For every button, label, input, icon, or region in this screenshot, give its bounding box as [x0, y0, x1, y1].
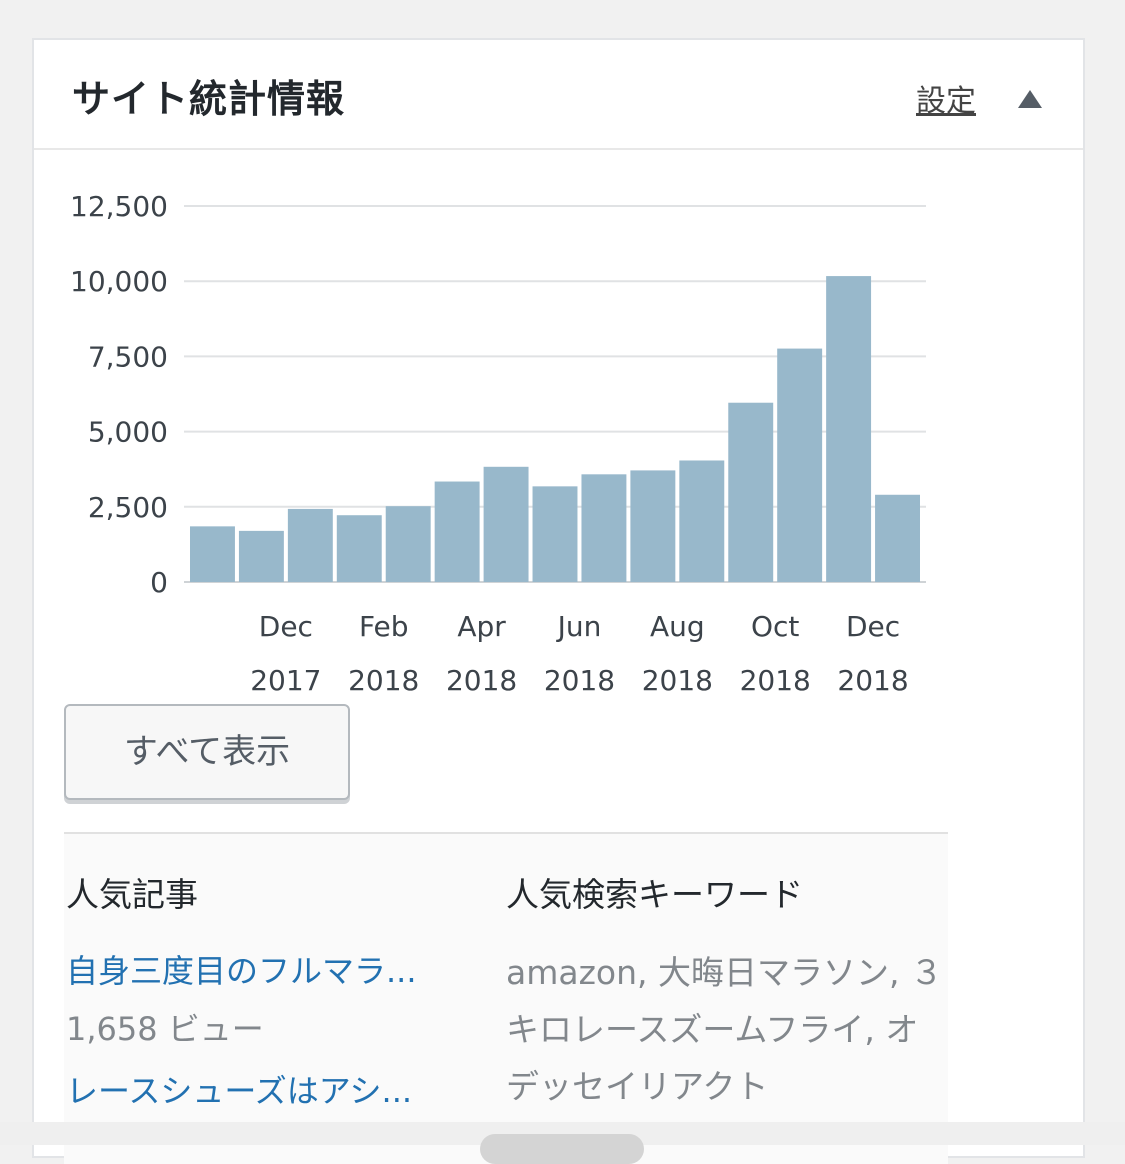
settings-link[interactable]: 設定: [916, 84, 976, 119]
x-tick-month: Jun: [556, 610, 602, 643]
chart-bar[interactable]: [483, 466, 529, 582]
y-tick-label: 10,000: [70, 265, 168, 298]
chart-bar[interactable]: [630, 470, 676, 582]
site-stats-widget: サイト統計情報 設定 12,500 10,000 7,500 5,000 2,500 0 D…: [32, 38, 1085, 1164]
x-tick-month: Apr: [457, 610, 506, 643]
chart-bar[interactable]: [679, 460, 725, 582]
y-tick-label: 5,000: [88, 416, 168, 449]
x-tick-year: 2017: [250, 664, 321, 697]
popular-searches-heading: 人気検索キーワード: [506, 875, 803, 914]
widget-header: サイト統計情報 設定: [34, 40, 1083, 150]
x-tick-year: 2018: [740, 664, 811, 697]
chart-bar[interactable]: [336, 515, 382, 582]
chart-bar[interactable]: [826, 276, 872, 582]
chart-bar[interactable]: [385, 506, 431, 582]
popular-lists: 人気記事 自身三度目のフルマラ... 1,658 ビュー レースシューズはアシ.…: [64, 832, 948, 1164]
popular-posts-heading: 人気記事: [66, 875, 198, 914]
post-views: 1,658 ビュー: [66, 1010, 264, 1048]
x-tick-month: Aug: [650, 610, 705, 643]
chart-bar[interactable]: [287, 508, 333, 582]
chart-bar[interactable]: [875, 494, 920, 582]
x-tick-month: Dec: [259, 610, 313, 643]
x-tick-month: Oct: [751, 610, 799, 643]
x-tick-year: 2018: [544, 664, 615, 697]
chart-bar[interactable]: [190, 526, 235, 582]
triangle-up-icon[interactable]: [1018, 90, 1042, 108]
x-tick-year: 2018: [642, 664, 713, 697]
y-tick-label: 12,500: [70, 190, 168, 223]
post-link[interactable]: レースシューズはアシ...: [66, 1072, 413, 1110]
x-tick-year: 2018: [446, 664, 517, 697]
chart-bar[interactable]: [434, 481, 480, 582]
y-tick-label: 7,500: [88, 340, 168, 373]
chart-bar[interactable]: [532, 486, 578, 582]
x-tick-year: 2018: [837, 664, 908, 697]
chart-bar[interactable]: [777, 348, 823, 582]
x-tick-month: Feb: [359, 610, 409, 643]
x-tick-year: 2018: [348, 664, 419, 697]
scroll-handle[interactable]: [480, 1134, 644, 1164]
y-tick-label: 2,500: [88, 491, 168, 524]
y-tick-label: 0: [150, 566, 168, 599]
stats-chart: 12,500 10,000 7,500 5,000 2,500 0 Dec 2017 Feb 20…: [70, 190, 926, 697]
widget-title: サイト統計情報: [72, 77, 346, 121]
chart-bar[interactable]: [728, 402, 774, 582]
chart-bar[interactable]: [238, 530, 284, 582]
post-link[interactable]: 自身三度目のフルマラ...: [66, 952, 417, 990]
bottom-bar: [0, 1122, 1125, 1145]
x-tick-month: Dec: [846, 610, 900, 643]
view-all-button[interactable]: すべて表示: [64, 704, 350, 800]
search-keywords: amazon, 大晦日マラソン, ３キロレースズームフライ, オデッセイリアクト: [506, 953, 943, 1106]
chart-bar[interactable]: [581, 474, 627, 582]
